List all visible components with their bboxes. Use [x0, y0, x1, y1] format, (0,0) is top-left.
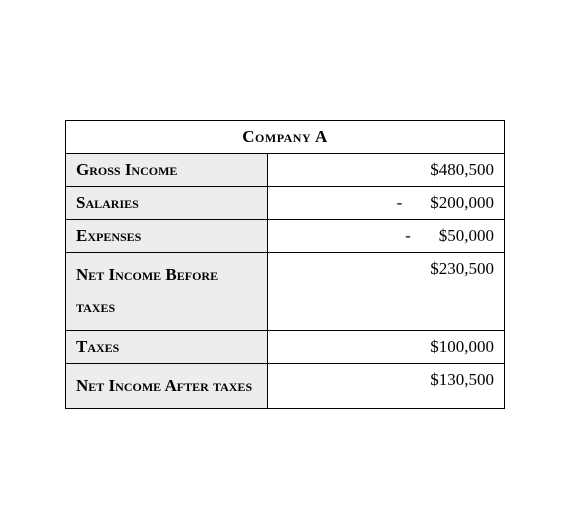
row-label: Net Income Before taxes — [66, 253, 268, 331]
table-row: Taxes $100,000 — [66, 330, 505, 363]
row-label: Net Income After taxes — [66, 363, 268, 408]
table-row: Expenses -$50,000 — [66, 220, 505, 253]
table-row: Salaries -$200,000 — [66, 187, 505, 220]
row-value: -$200,000 — [267, 187, 504, 220]
row-label: Salaries — [66, 187, 268, 220]
row-value: -$50,000 — [267, 220, 504, 253]
row-label: Expenses — [66, 220, 268, 253]
table-row: Net Income Before taxes $230,500 — [66, 253, 505, 331]
income-statement-table: Company A Gross Income $480,500 Salaries… — [65, 120, 505, 409]
row-value: $100,000 — [267, 330, 504, 363]
row-value: $480,500 — [267, 154, 504, 187]
table-title-row: Company A — [66, 121, 505, 154]
minus-icon: - — [397, 193, 403, 213]
row-label: Gross Income — [66, 154, 268, 187]
minus-icon: - — [405, 226, 411, 246]
table-row: Net Income After taxes $130,500 — [66, 363, 505, 408]
table-title: Company A — [66, 121, 505, 154]
row-value: $130,500 — [267, 363, 504, 408]
row-value: $230,500 — [267, 253, 504, 331]
row-label: Taxes — [66, 330, 268, 363]
table-row: Gross Income $480,500 — [66, 154, 505, 187]
